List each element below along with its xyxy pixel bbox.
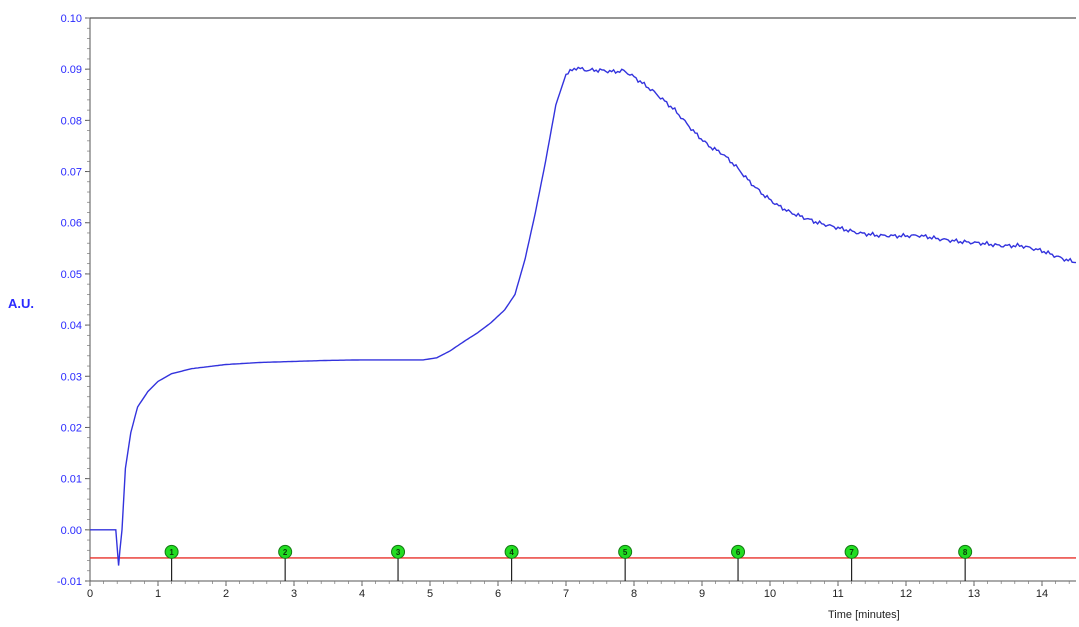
x-tick-label: 8 <box>631 588 637 600</box>
event-marker-label: 5 <box>623 548 628 557</box>
x-tick-label: 4 <box>359 588 365 600</box>
signal-trace <box>90 66 1077 566</box>
x-tick-label: 10 <box>764 588 776 600</box>
event-marker-dot <box>958 544 973 559</box>
y-tick-label: 0.03 <box>61 371 82 383</box>
y-axis-title: A.U. <box>8 296 34 311</box>
event-marker-label: 2 <box>283 548 288 557</box>
event-marker-dot <box>844 544 859 559</box>
y-tick-label: 0.06 <box>61 218 82 230</box>
event-marker-label: 6 <box>736 548 741 557</box>
x-tick-label: 0 <box>87 588 93 600</box>
x-tick-label: 5 <box>427 588 433 600</box>
plot-background <box>90 18 1076 581</box>
x-tick-label: 13 <box>968 588 980 600</box>
y-axis-ticks: 0.10 0.09 0.08 0.07 0.06 0.05 0.04 0.03 0.02 0.01… <box>57 13 90 588</box>
x-tick-label: 12 <box>900 588 912 600</box>
event-marker-label: 8 <box>963 548 968 557</box>
event-marker-dot <box>164 544 179 559</box>
y-tick-label: 0.02 <box>61 422 82 434</box>
event-marker-dot <box>731 544 746 559</box>
x-tick-label: 11 <box>832 588 843 600</box>
x-tick-label: 3 <box>291 588 297 600</box>
x-axis-title: Time [minutes] <box>828 609 900 621</box>
y-tick-label: 0.05 <box>61 269 82 281</box>
x-tick-label: 9 <box>699 588 705 600</box>
event-marker-label: 3 <box>396 548 401 557</box>
x-tick-label: 1 <box>155 588 161 600</box>
y-tick-label: 0.09 <box>61 64 82 76</box>
x-tick-label: 2 <box>223 588 229 600</box>
event-marker-dot <box>391 544 406 559</box>
y-tick-label: 0.07 <box>61 167 82 179</box>
y-tick-label: 0.10 <box>61 13 82 25</box>
x-tick-label: 7 <box>563 588 569 600</box>
x-axis-ticks: 0 1 2 3 4 5 6 7 8 9 10 11 12 13 14 <box>87 581 1070 600</box>
event-marker-dot <box>504 544 519 559</box>
event-marker-dot <box>618 544 633 559</box>
y-tick-label: 0.01 <box>61 474 82 486</box>
y-tick-label: 0.00 <box>61 525 82 537</box>
event-marker-dot <box>278 544 293 559</box>
y-tick-label: 0.04 <box>61 320 82 332</box>
x-tick-label: 6 <box>495 588 501 600</box>
y-tick-label: -0.01 <box>57 576 82 588</box>
event-marker-label: 4 <box>509 548 514 557</box>
y-tick-label: 0.08 <box>61 115 82 127</box>
x-tick-label: 14 <box>1036 588 1048 600</box>
event-marker-label: 1 <box>169 548 174 557</box>
event-markers: 1 2 3 4 5 6 7 8 <box>164 544 973 581</box>
event-marker-label: 7 <box>849 548 854 557</box>
